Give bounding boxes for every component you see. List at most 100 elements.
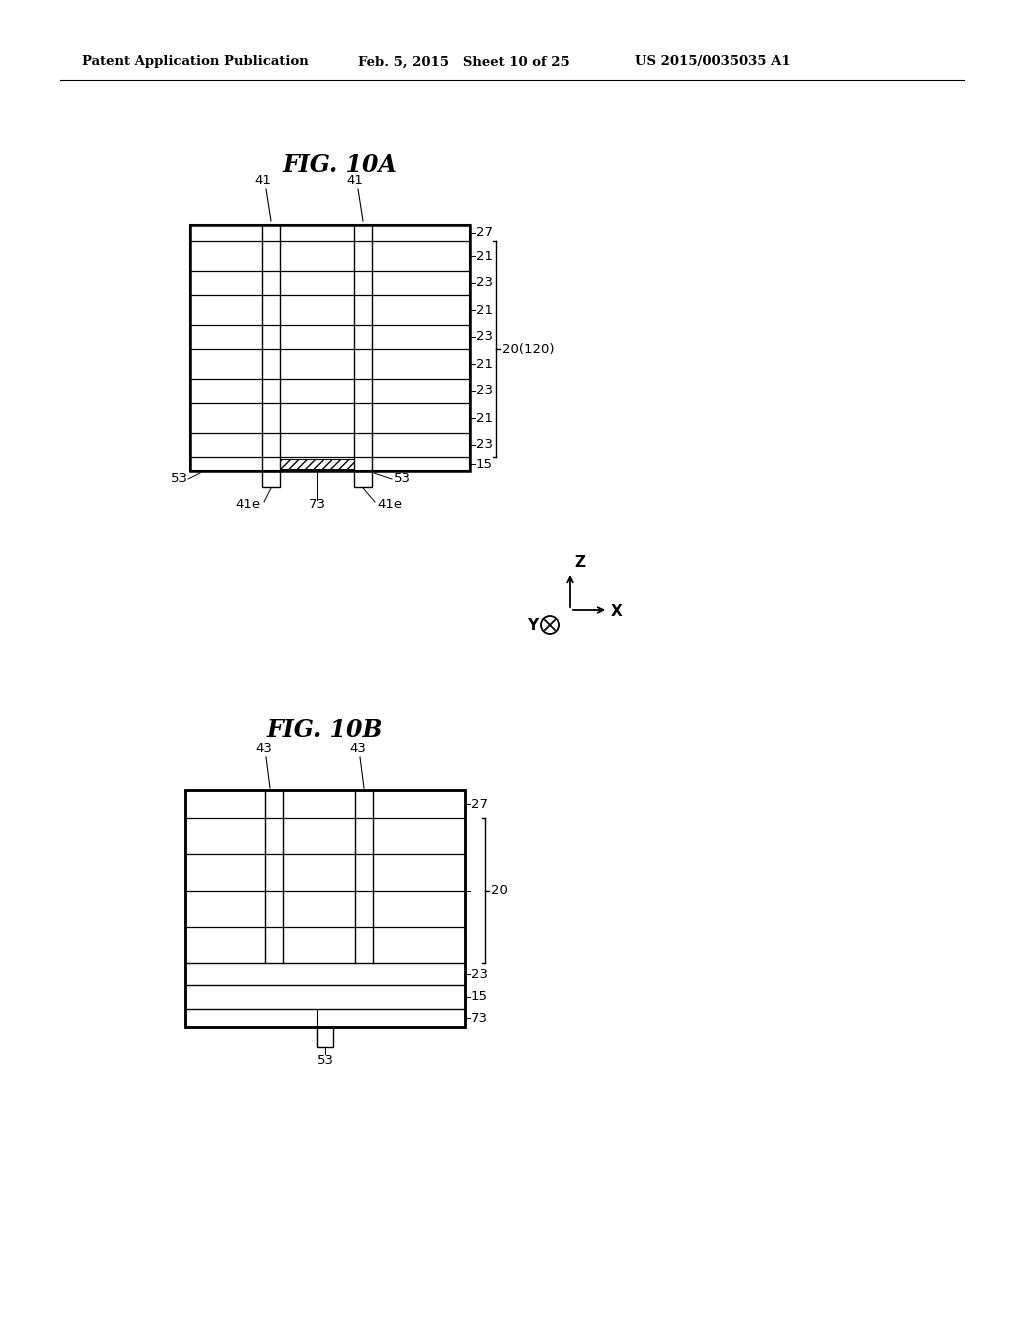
- Bar: [190, 224, 470, 471]
- Text: 23: 23: [476, 330, 493, 343]
- Bar: [354, 403, 372, 471]
- Text: 20: 20: [490, 884, 508, 898]
- Text: 53: 53: [171, 473, 188, 486]
- Text: 15: 15: [476, 458, 493, 470]
- Text: US 2015/0035035 A1: US 2015/0035035 A1: [635, 55, 791, 69]
- Bar: [190, 242, 262, 271]
- Bar: [185, 789, 265, 818]
- Bar: [185, 985, 465, 1008]
- Text: 21: 21: [476, 304, 493, 317]
- Text: 20(120): 20(120): [502, 342, 555, 355]
- Text: Z: Z: [574, 554, 585, 570]
- Text: 23: 23: [476, 276, 493, 289]
- Text: 73: 73: [308, 499, 326, 511]
- Text: 23: 23: [471, 968, 488, 981]
- Bar: [372, 433, 470, 457]
- Bar: [185, 985, 465, 1008]
- Text: 23: 23: [476, 384, 493, 397]
- Bar: [355, 789, 373, 818]
- Bar: [372, 271, 470, 294]
- Bar: [280, 294, 354, 325]
- Bar: [262, 403, 280, 471]
- Bar: [265, 985, 283, 1003]
- Bar: [262, 403, 280, 471]
- Bar: [372, 294, 470, 325]
- Bar: [280, 457, 354, 471]
- Text: 43: 43: [256, 742, 272, 755]
- Bar: [185, 927, 265, 964]
- Bar: [373, 891, 465, 927]
- Bar: [190, 379, 262, 403]
- Text: 73: 73: [471, 1011, 488, 1024]
- Bar: [283, 789, 355, 818]
- Bar: [265, 818, 283, 964]
- Bar: [283, 818, 355, 854]
- Text: FIG. 10A: FIG. 10A: [283, 153, 397, 177]
- Bar: [283, 927, 355, 964]
- Text: 41: 41: [255, 173, 271, 186]
- Text: X: X: [611, 603, 623, 619]
- Bar: [354, 224, 372, 403]
- Bar: [185, 964, 465, 985]
- Bar: [280, 271, 354, 294]
- Bar: [373, 818, 465, 854]
- Bar: [262, 403, 280, 471]
- Bar: [280, 379, 354, 403]
- Bar: [355, 818, 373, 964]
- Bar: [373, 927, 465, 964]
- Bar: [185, 891, 265, 927]
- Bar: [373, 789, 465, 818]
- Text: 27: 27: [471, 797, 488, 810]
- Text: Y: Y: [527, 618, 538, 632]
- Text: 43: 43: [349, 742, 367, 755]
- Bar: [190, 271, 262, 294]
- Text: 15: 15: [471, 990, 488, 1003]
- Text: Patent Application Publication: Patent Application Publication: [82, 55, 309, 69]
- Text: 41e: 41e: [234, 499, 260, 511]
- Bar: [372, 242, 470, 271]
- Bar: [373, 854, 465, 891]
- Bar: [355, 985, 373, 1003]
- Bar: [190, 403, 262, 433]
- Bar: [280, 459, 354, 469]
- Text: 53: 53: [394, 473, 411, 486]
- Bar: [280, 403, 354, 433]
- Text: 21: 21: [476, 358, 493, 371]
- Text: 27: 27: [476, 227, 493, 239]
- Bar: [372, 224, 470, 242]
- Text: 21: 21: [476, 249, 493, 263]
- Bar: [354, 471, 372, 487]
- Bar: [190, 224, 262, 242]
- Text: 41e: 41e: [377, 499, 402, 511]
- Text: Feb. 5, 2015   Sheet 10 of 25: Feb. 5, 2015 Sheet 10 of 25: [358, 55, 569, 69]
- Bar: [283, 854, 355, 891]
- Bar: [190, 457, 262, 471]
- Bar: [190, 325, 262, 348]
- Bar: [280, 242, 354, 271]
- Text: FIG. 10B: FIG. 10B: [266, 718, 383, 742]
- Bar: [190, 224, 470, 471]
- Bar: [280, 433, 354, 457]
- Bar: [190, 348, 262, 379]
- Bar: [280, 224, 354, 242]
- Bar: [354, 403, 372, 471]
- Bar: [262, 224, 280, 403]
- Bar: [372, 379, 470, 403]
- Text: 53: 53: [316, 1055, 334, 1068]
- Bar: [317, 1027, 333, 1047]
- Bar: [265, 985, 283, 1003]
- Bar: [372, 457, 470, 471]
- Bar: [185, 1008, 465, 1027]
- Text: 41: 41: [346, 173, 364, 186]
- Bar: [372, 348, 470, 379]
- Bar: [190, 433, 262, 457]
- Bar: [280, 348, 354, 379]
- Bar: [190, 294, 262, 325]
- Bar: [355, 985, 373, 1003]
- Bar: [185, 818, 265, 854]
- Text: 23: 23: [476, 438, 493, 451]
- Bar: [185, 854, 265, 891]
- Bar: [283, 891, 355, 927]
- Bar: [280, 325, 354, 348]
- Bar: [265, 789, 283, 818]
